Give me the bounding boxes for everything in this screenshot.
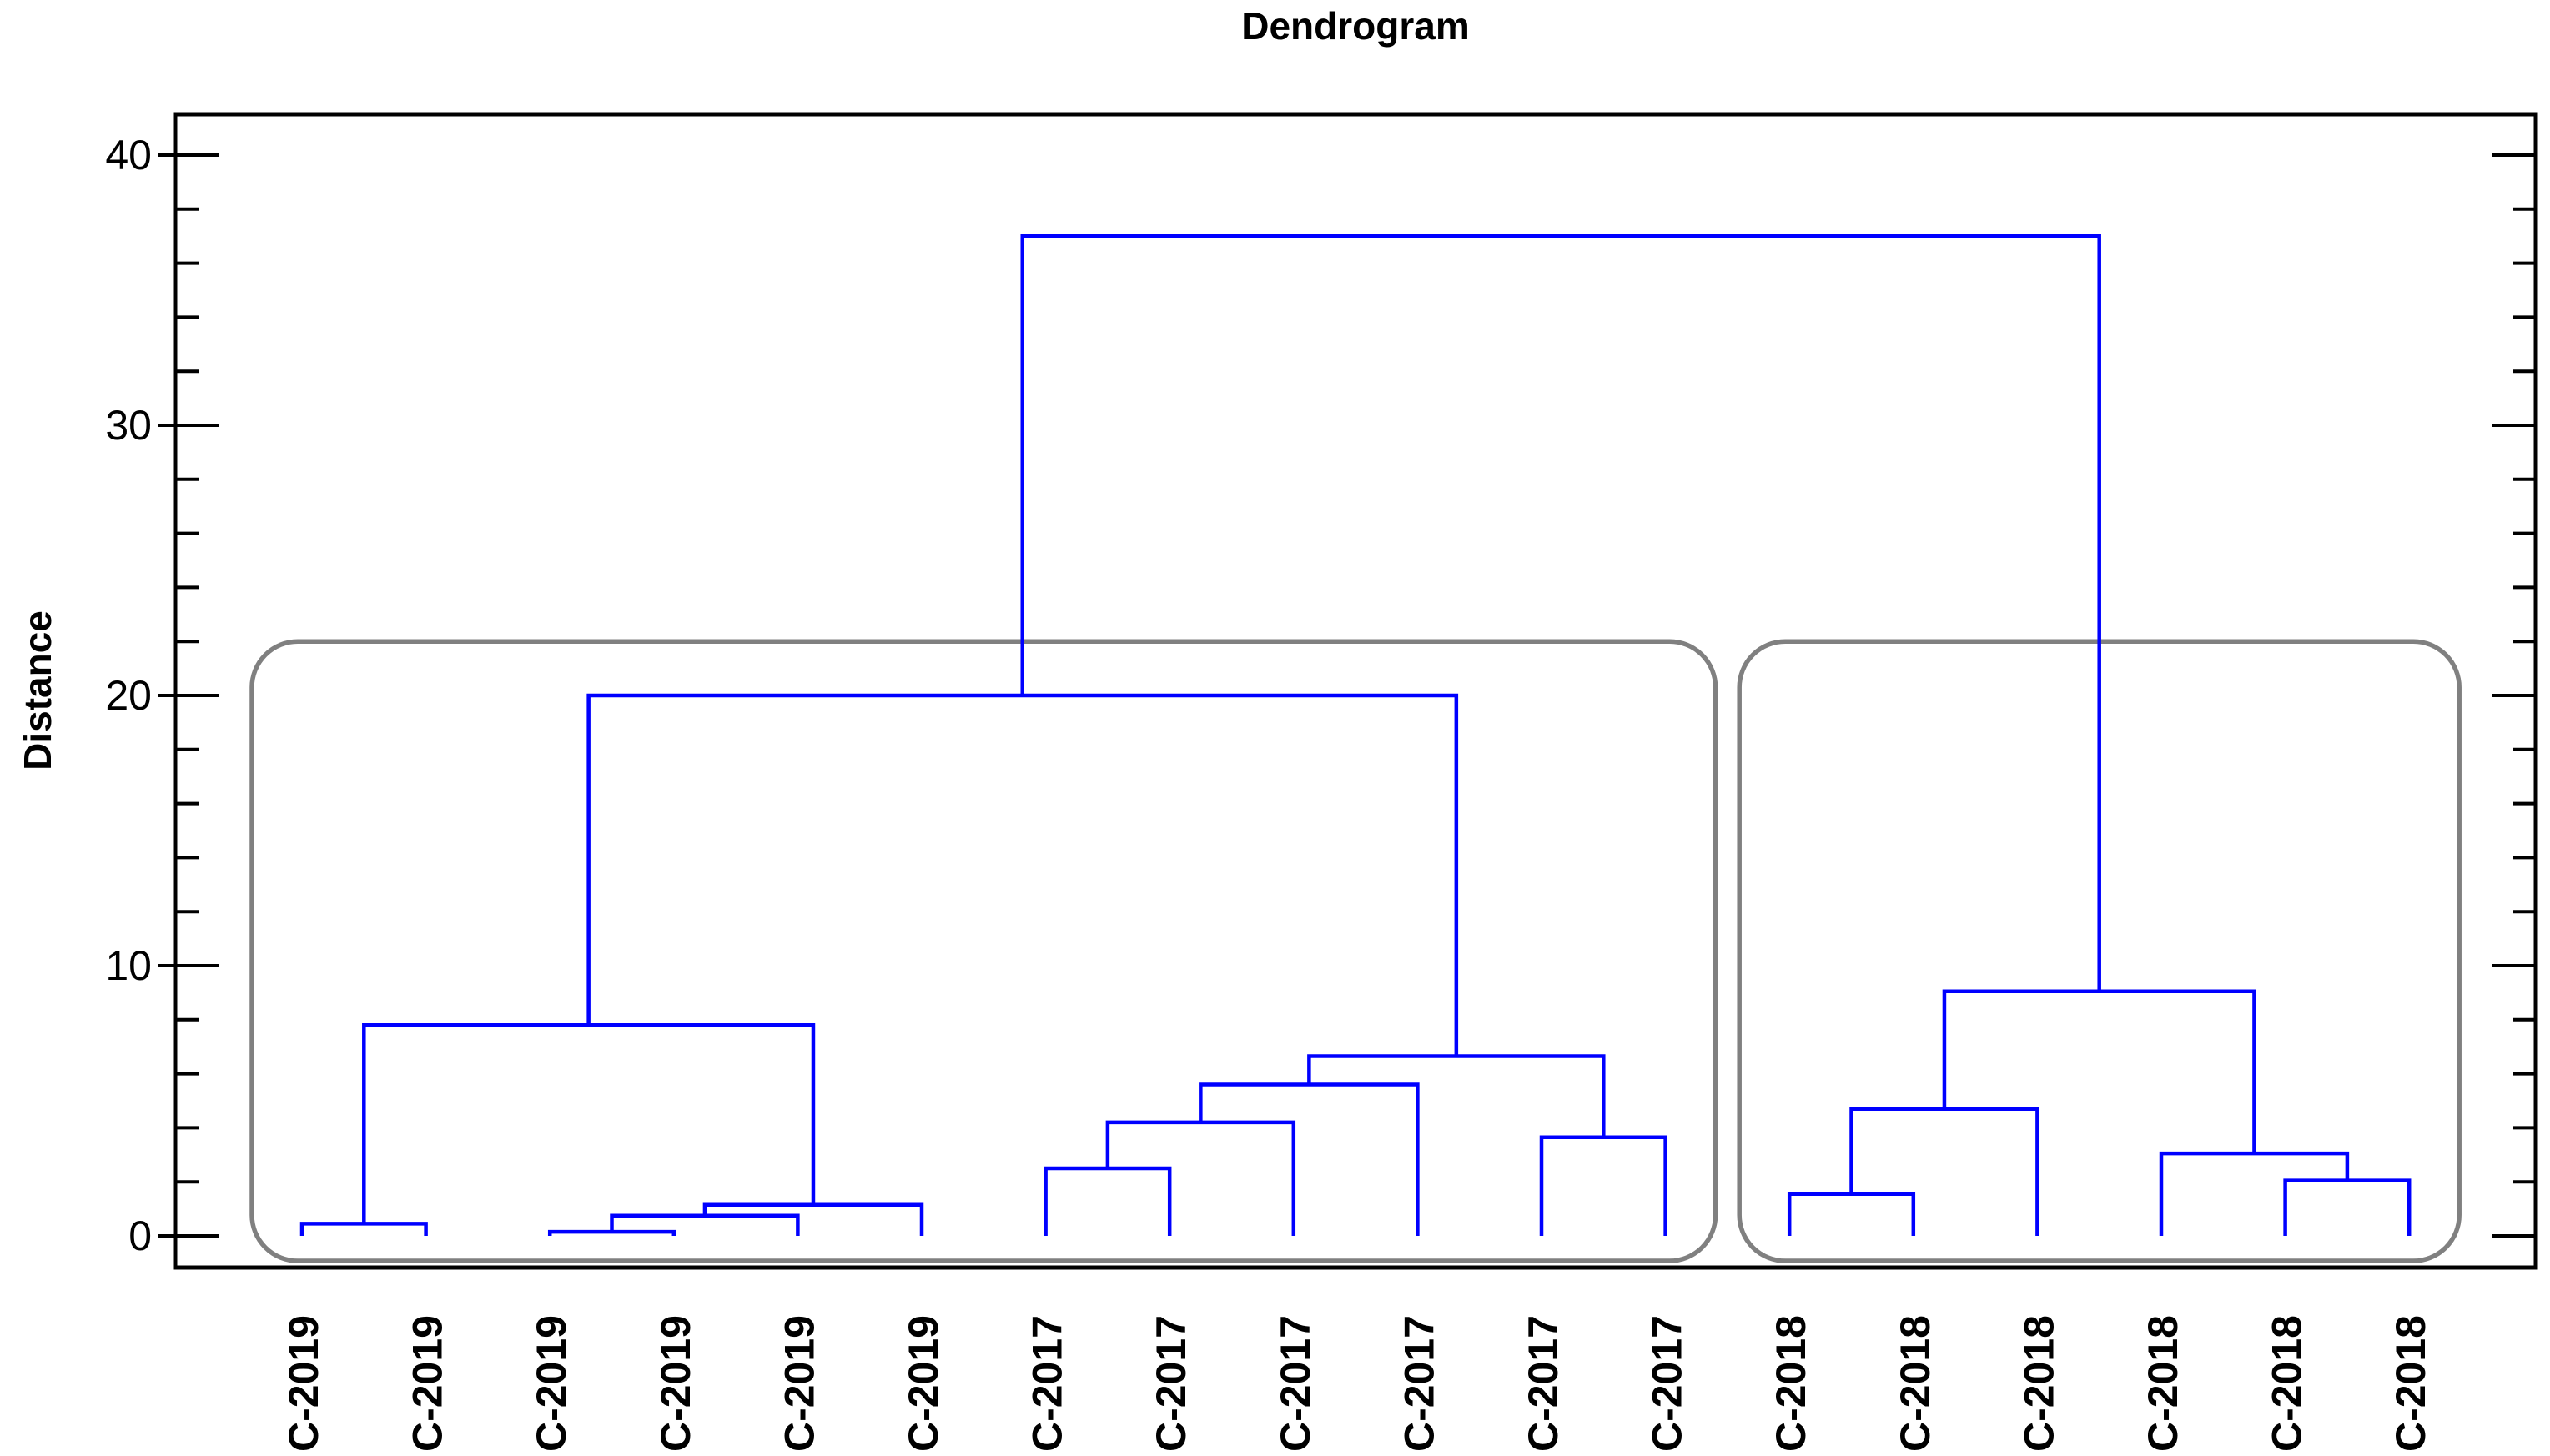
dendrogram-link [1849, 1107, 2039, 1236]
x-leaf-label: C-2018 [1768, 1315, 1814, 1452]
dendrogram-link [362, 1023, 816, 1224]
x-leaf-label: C-2018 [2140, 1315, 2186, 1452]
dendrogram-link [1105, 1120, 1296, 1236]
chart-title: Dendrogram [1241, 4, 1470, 48]
dendrogram-link [1787, 1192, 1916, 1236]
x-leaf-label: C-2017 [1396, 1315, 1442, 1452]
x-leaf-label: C-2017 [1644, 1315, 1691, 1452]
cluster-box [249, 639, 1718, 1263]
x-leaf-label: C-2019 [652, 1315, 699, 1452]
dendrogram-link [547, 1229, 676, 1236]
dendrogram-link [1539, 1135, 1667, 1236]
x-axis-labels: C-2019 C-2019 C-2019 C-2019 C-2019 C-2019 C-20… [280, 1315, 2434, 1452]
plot-frame [173, 112, 2538, 1270]
dendrogram-link [586, 693, 1459, 1057]
y-tick-label: 20 [105, 672, 152, 719]
x-leaf-label: C-2017 [1148, 1315, 1195, 1452]
dendrogram-link [2283, 1178, 2412, 1236]
dendrogram-link [1199, 1082, 1420, 1236]
x-leaf-label: C-2018 [2264, 1315, 2311, 1452]
x-leaf-label: C-2018 [2387, 1315, 2434, 1452]
dendrogram-links [299, 233, 2412, 1236]
x-leaf-label: C-2019 [405, 1315, 451, 1452]
x-leaf-label: C-2019 [900, 1315, 947, 1452]
dendrogram-link [1020, 233, 2101, 992]
x-leaf-label: C-2018 [2015, 1315, 2062, 1452]
x-leaf-label: C-2019 [776, 1315, 822, 1452]
dendrogram-link [2159, 1151, 2350, 1236]
y-axis-label: Distance [16, 610, 59, 771]
cluster-boxes [249, 639, 2462, 1263]
y-tick-label: 40 [105, 132, 152, 178]
x-leaf-label: C-2017 [1024, 1315, 1071, 1452]
x-leaf-label: C-2018 [1892, 1315, 1939, 1452]
x-leaf-label: C-2019 [280, 1315, 327, 1452]
y-tick-label: 30 [105, 402, 152, 449]
dendrogram-link [299, 1222, 428, 1236]
x-leaf-label: C-2017 [1272, 1315, 1319, 1452]
y-axis-ticks: 0 10 20 30 40 [105, 132, 2536, 1259]
x-leaf-label: C-2017 [1520, 1315, 1567, 1452]
dendrogram-link [1942, 989, 2256, 1154]
dendrogram-link [1044, 1166, 1172, 1236]
y-tick-label: 0 [128, 1212, 152, 1259]
dendrogram-link [702, 1202, 924, 1236]
y-tick-label: 10 [105, 942, 152, 989]
dendrogram-link [1307, 1054, 1606, 1137]
x-leaf-label: C-2019 [528, 1315, 575, 1452]
